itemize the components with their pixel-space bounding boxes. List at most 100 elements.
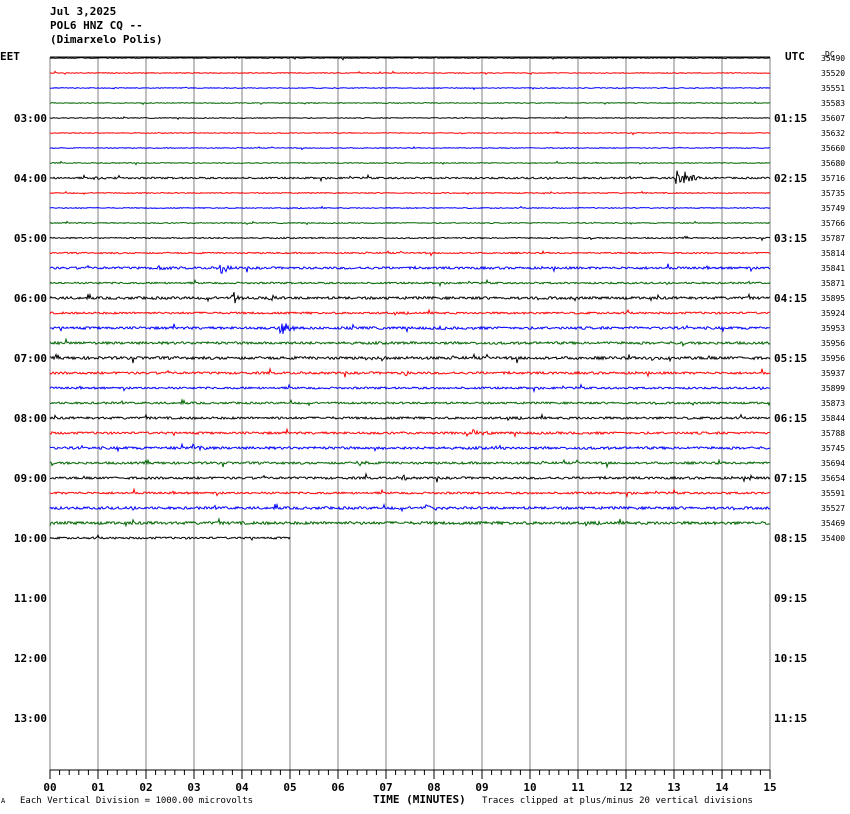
dc-offset-label: 35844: [821, 414, 845, 423]
left-hour-label: 06:00: [14, 292, 47, 305]
trace-line-10: [49, 205, 771, 210]
dc-offset-label: 35924: [821, 309, 845, 318]
trace-line-18: [49, 323, 771, 335]
trace-line-24: [49, 412, 771, 422]
x-tick-label: 13: [667, 781, 680, 794]
date-label: Jul 3,2025: [50, 5, 117, 18]
dc-offset-label: 35583: [821, 99, 845, 108]
seismic-traces: [49, 55, 771, 542]
dc-offset-label: 35873: [821, 399, 845, 408]
dc-offset-label: 35632: [821, 129, 845, 138]
trace-line-8: [49, 170, 771, 184]
dc-offset-label: 35788: [821, 429, 845, 438]
x-tick-label: 02: [139, 781, 152, 794]
right-hour-label: 07:15: [774, 472, 807, 485]
trace-line-5: [49, 131, 771, 136]
dc-offset-label: 35895: [821, 294, 845, 303]
right-timezone-label: UTC: [785, 50, 805, 63]
scale-note: Each Vertical Division = 1000.00 microvo…: [20, 796, 253, 806]
dc-offset-label: 35956: [821, 339, 845, 348]
dc-offset-label: 35956: [821, 354, 845, 363]
plot-axes: 35490 35520 35551 35583 35607 35632 35660 35680…: [14, 54, 845, 794]
trace-line-9: [49, 190, 771, 195]
dc-offset-label: 35716: [821, 174, 845, 183]
corner-mark: A: [1, 797, 6, 805]
dc-offset-label: 35694: [821, 459, 845, 468]
trace-line-26: [49, 442, 771, 453]
trace-line-28: [49, 471, 771, 483]
dc-offset-label: 35953: [821, 324, 845, 333]
dc-offset-label: 35787: [821, 234, 845, 243]
left-hour-label: 04:00: [14, 172, 47, 185]
left-hour-label: 03:00: [14, 112, 47, 125]
x-tick-label: 03: [187, 781, 200, 794]
x-tick-label: 06: [331, 781, 345, 794]
dc-offset-label: 35400: [821, 534, 845, 543]
trace-line-14: [49, 263, 771, 274]
x-tick-label: 15: [763, 781, 776, 794]
right-hour-label: 09:15: [774, 592, 807, 605]
left-hour-label: 11:00: [14, 592, 47, 605]
left-hour-label: 09:00: [14, 472, 47, 485]
trace-line-20: [49, 352, 771, 364]
dc-offset-label: 35654: [821, 474, 845, 483]
right-hour-label: 04:15: [774, 292, 807, 305]
dc-offset-label: 35841: [821, 264, 845, 273]
x-tick-label: 09: [475, 781, 488, 794]
trace-line-1: [49, 70, 771, 75]
right-hour-label: 05:15: [774, 352, 807, 365]
trace-line-25: [49, 427, 771, 438]
x-tick-label: 00: [43, 781, 56, 794]
trace-line-32: [49, 533, 291, 542]
dc-offset-label: 35680: [821, 159, 845, 168]
trace-line-27: [49, 458, 771, 469]
location-label: (Dimarxelo Polis): [50, 33, 163, 46]
trace-line-30: [49, 502, 771, 513]
dc-offset-label: 35766: [821, 219, 845, 228]
trace-line-29: [49, 487, 770, 499]
trace-line-22: [49, 383, 771, 394]
dc-offset-label: 35660: [821, 144, 845, 153]
dc-offset-label: 35490: [821, 54, 845, 63]
dc-offset-label: 35899: [821, 384, 845, 393]
dc-offset-label: 35527: [821, 504, 845, 513]
station-label: POL6 HNZ CQ --: [50, 19, 143, 32]
dc-offset-label: 35871: [821, 279, 845, 288]
trace-line-15: [49, 278, 771, 288]
trace-line-21: [49, 366, 771, 378]
dc-offset-label: 35591: [821, 489, 845, 498]
left-hour-label: 05:00: [14, 232, 47, 245]
dc-offset-label: 35745: [821, 444, 845, 453]
trace-line-2: [50, 86, 771, 91]
dc-offset-label: 35749: [821, 204, 845, 213]
dc-offset-label: 35469: [821, 519, 845, 528]
dc-offset-label: 35735: [821, 189, 845, 198]
right-hour-label: 10:15: [774, 652, 807, 665]
left-timezone-label: EET: [0, 50, 20, 63]
x-tick-label: 08: [427, 781, 440, 794]
clip-note: Traces clipped at plus/minus 20 vertical…: [482, 796, 753, 806]
dc-offset-label: 35551: [821, 84, 845, 93]
right-hour-label: 02:15: [774, 172, 807, 185]
trace-line-0: [50, 55, 771, 61]
x-tick-label: 01: [91, 781, 105, 794]
x-tick-label: 10: [523, 781, 536, 794]
trace-line-23: [50, 398, 771, 407]
x-tick-label: 07: [379, 781, 392, 794]
left-hour-label: 13:00: [14, 712, 47, 725]
trace-line-19: [49, 337, 771, 348]
trace-line-4: [49, 115, 771, 120]
left-hour-label: 08:00: [14, 412, 47, 425]
trace-line-13: [49, 249, 771, 257]
right-hour-label: 11:15: [774, 712, 807, 725]
trace-line-7: [49, 160, 771, 166]
left-hour-label: 07:00: [14, 352, 47, 365]
left-hour-label: 10:00: [14, 532, 47, 545]
dc-label: DC: [825, 50, 835, 59]
dc-offset-label: 35607: [821, 114, 845, 123]
time-grid: [49, 57, 771, 770]
right-hour-label: 06:15: [774, 412, 807, 425]
trace-line-3: [49, 101, 771, 106]
left-hour-label: 12:00: [14, 652, 47, 665]
